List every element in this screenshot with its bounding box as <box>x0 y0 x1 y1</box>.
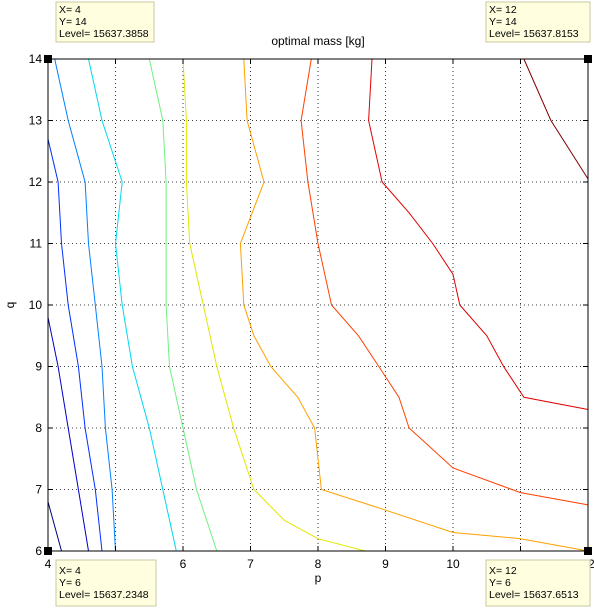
datatip-level-label: Level= 15637.8153 <box>489 28 579 40</box>
grid-lines <box>48 59 588 551</box>
y-tick-label: 14 <box>29 52 43 66</box>
datatip-level-label: Level= 15637.3858 <box>59 28 149 40</box>
datatip-y-label: Y= 6 <box>59 577 81 589</box>
contour-line <box>47 138 103 552</box>
datatip-box <box>485 559 591 607</box>
x-tick-label: 8 <box>315 557 322 571</box>
datatip-level-label: Level= 15637.2348 <box>59 589 149 601</box>
contour-line <box>182 58 366 552</box>
contour-line <box>54 58 116 552</box>
x-tick-label: 7 <box>247 557 254 571</box>
y-tick-label: 10 <box>29 298 43 312</box>
axis-ticks: 45678910111267891011121314 <box>29 52 594 571</box>
contour-line <box>47 317 89 552</box>
y-tick-label: 11 <box>30 237 43 251</box>
datatip-box <box>55 559 157 607</box>
x-tick-label: 4 <box>45 557 52 571</box>
datatip-y-label: Y= 14 <box>489 16 517 28</box>
datatip-x-label: X= 12 <box>489 4 517 16</box>
y-tick-label: 7 <box>35 483 42 497</box>
datatip-x-label: X= 4 <box>59 565 81 577</box>
datatip-marker[interactable] <box>44 547 52 555</box>
datatip-marker[interactable] <box>584 55 592 63</box>
datatip-level-label: Level= 15637.6513 <box>489 589 579 601</box>
contour-line <box>300 58 589 506</box>
y-tick-label: 6 <box>35 544 42 558</box>
datatip-x-label: X= 4 <box>59 4 81 16</box>
contour-line <box>88 58 177 552</box>
chart-title: optimal mass [kg] <box>271 34 364 48</box>
contour-line <box>368 58 589 410</box>
contour-line <box>148 58 218 552</box>
x-tick-label: 9 <box>382 557 389 571</box>
datatip-y-label: Y= 14 <box>59 16 87 28</box>
datatip-markers <box>44 55 592 555</box>
y-tick-label: 13 <box>29 114 43 128</box>
x-axis-label: p <box>315 571 322 585</box>
y-tick-label: 12 <box>29 175 43 189</box>
datatip-marker[interactable] <box>584 547 592 555</box>
datatip-marker[interactable] <box>44 55 52 63</box>
x-tick-label: 6 <box>180 557 187 571</box>
datatip-box <box>55 1 155 43</box>
contour-line <box>239 58 589 552</box>
contour-line <box>47 501 62 552</box>
contour-line <box>523 58 589 180</box>
datatip-y-label: Y= 6 <box>489 577 511 589</box>
contour-lines <box>47 58 589 552</box>
x-tick-label: 10 <box>446 557 460 571</box>
y-tick-label: 9 <box>35 360 42 374</box>
y-tick-label: 8 <box>35 421 42 435</box>
y-axis-label: q <box>3 302 17 309</box>
datatip-x-label: X= 12 <box>489 565 517 577</box>
datatip-box <box>485 1 591 43</box>
